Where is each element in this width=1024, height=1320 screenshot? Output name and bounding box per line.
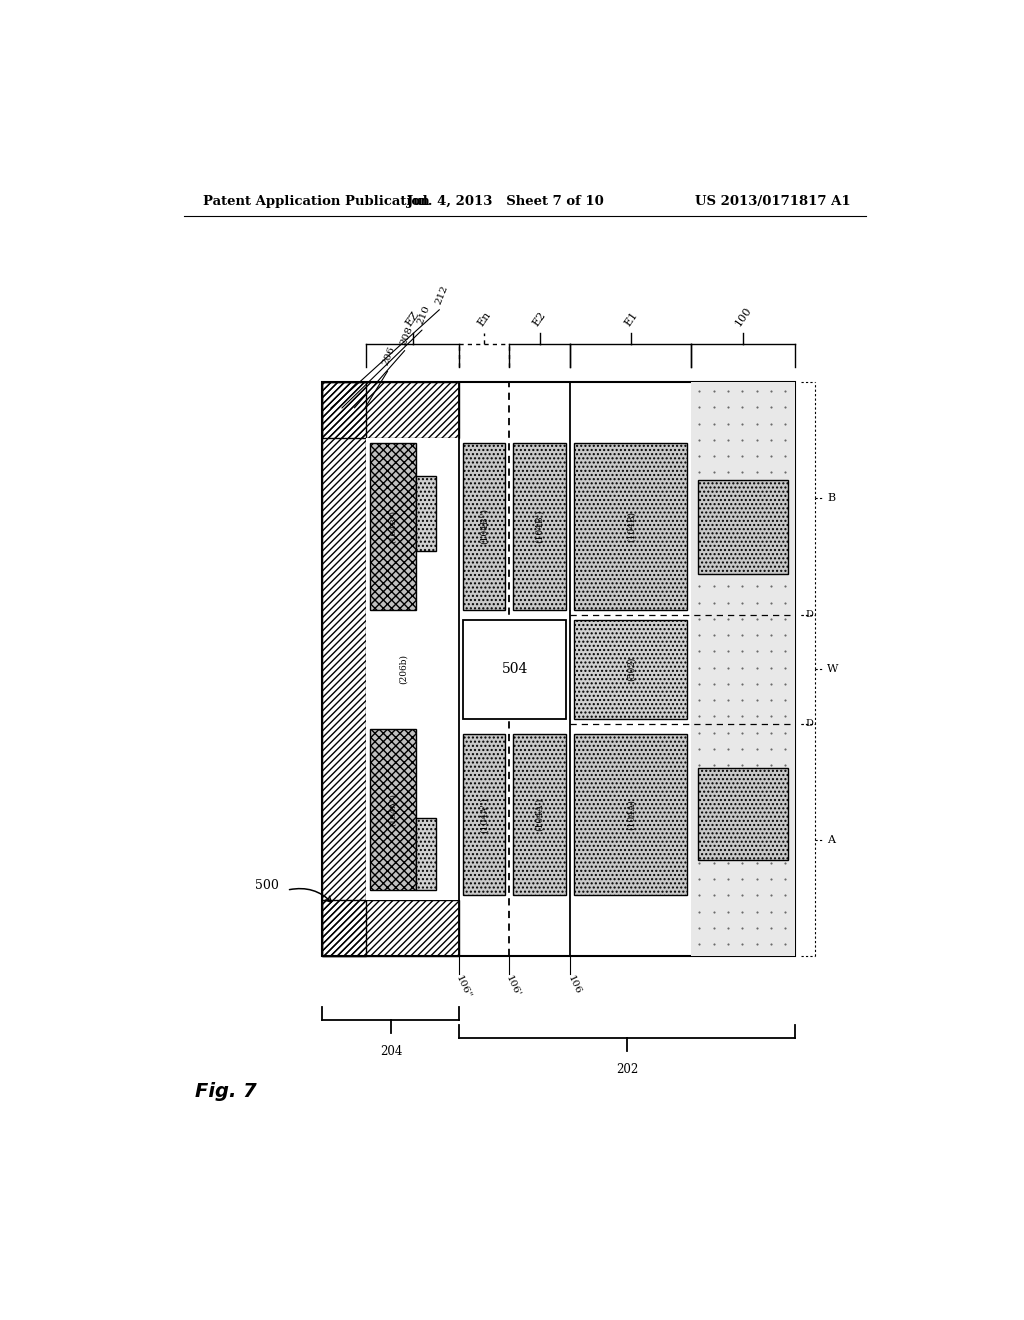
Text: 206: 206 (381, 345, 397, 367)
Text: (104B*): (104B*) (389, 510, 397, 543)
Bar (323, 381, 795, 956)
Text: (104B''): (104B'') (479, 508, 488, 544)
Text: (104B): (104B) (627, 511, 635, 541)
Bar (416, 477, 435, 552)
Text: D: D (805, 719, 813, 729)
Bar (513, 444, 566, 610)
Bar (367, 438, 460, 900)
Text: (502): (502) (627, 657, 635, 681)
Text: 208: 208 (398, 325, 415, 346)
Text: A: A (827, 836, 836, 845)
Text: 100: 100 (733, 305, 754, 329)
Bar (697, 479, 788, 574)
Bar (370, 729, 416, 890)
Bar (513, 734, 566, 895)
Text: Jul. 4, 2013   Sheet 7 of 10: Jul. 4, 2013 Sheet 7 of 10 (407, 194, 603, 207)
Text: D: D (805, 610, 813, 619)
Bar (323, 381, 460, 438)
Text: (104A'): (104A') (536, 797, 544, 832)
Text: 204: 204 (380, 1044, 402, 1057)
Bar (697, 768, 788, 859)
Bar (323, 381, 367, 956)
Text: 500: 500 (255, 879, 279, 891)
Text: En: En (476, 310, 493, 329)
Text: 210: 210 (416, 305, 432, 326)
Bar (574, 619, 687, 718)
Text: 106': 106' (504, 974, 522, 998)
Text: (104A): (104A) (627, 799, 635, 830)
Text: E2: E2 (531, 310, 548, 329)
Text: 106": 106" (454, 974, 473, 999)
Text: W: W (827, 664, 839, 675)
Text: B: B (827, 494, 836, 503)
Bar (463, 444, 505, 610)
Bar (463, 619, 566, 718)
Bar (463, 734, 505, 895)
Bar (574, 444, 687, 610)
Bar (370, 444, 416, 610)
Bar (416, 817, 435, 890)
Text: E1: E1 (623, 310, 639, 329)
Text: 212: 212 (433, 284, 450, 306)
Text: (206b): (206b) (398, 655, 408, 684)
Text: (104A''): (104A'') (479, 797, 488, 833)
Text: 504: 504 (502, 663, 528, 676)
Bar (691, 381, 795, 956)
Text: 202: 202 (615, 1063, 638, 1076)
Text: US 2013/0171817 A1: US 2013/0171817 A1 (694, 194, 850, 207)
Bar (323, 900, 460, 956)
Text: (104B'): (104B') (536, 510, 544, 543)
Text: Fig. 7: Fig. 7 (196, 1082, 257, 1101)
Bar (574, 734, 687, 895)
Text: 106: 106 (566, 974, 583, 995)
Text: Patent Application Publication: Patent Application Publication (204, 194, 430, 207)
Text: EZ: EZ (404, 309, 421, 329)
Text: (104A*): (104A*) (389, 793, 397, 826)
